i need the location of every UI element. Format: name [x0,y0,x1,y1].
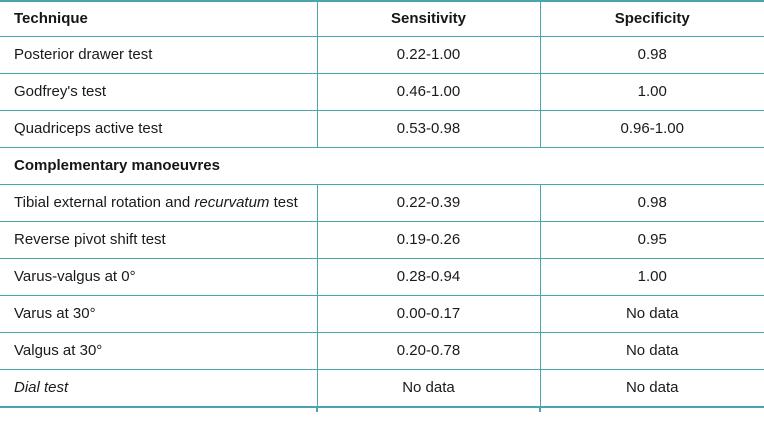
technique-text-segment: Godfrey's test [14,83,107,100]
technique-text-segment: test [269,194,298,211]
technique-cell: Tibial external rotation and recurvatum … [0,184,317,222]
column-divider-tick [539,408,541,412]
column-header-technique: Technique [0,1,317,37]
sensitivity-cell: 0.19-0.26 [316,221,540,259]
column-header-sensitivity: Sensitivity [316,1,540,37]
technique-text-segment: Varus-valgus at 0° [14,268,136,285]
technique-text-segment: Reverse pivot shift test [14,231,166,248]
diagnostic-table-container: Technique Sensitivity Specificity Poster… [0,0,764,412]
table-row: Varus at 30° 0.00-0.17 No data [0,295,764,333]
specificity-cell: 1.00 [539,73,764,111]
table-row: Tibial external rotation and recurvatum … [0,184,764,222]
section-header-cell: Complementary manoeuvres [0,147,764,185]
specificity-cell: No data [539,332,764,370]
technique-cell: Posterior drawer test [0,36,317,74]
technique-text-segment: Varus at 30° [14,305,96,322]
table-row: Dial test No data No data [0,369,764,408]
technique-cell: Varus at 30° [0,295,317,333]
section-header-row: Complementary manoeuvres [0,147,764,185]
technique-cell: Godfrey's test [0,73,317,111]
specificity-cell: 0.98 [539,184,764,222]
technique-text-segment: Tibial external rotation and [14,194,195,211]
technique-text-segment: Quadriceps active test [14,120,163,137]
diagnostic-accuracy-table: Technique Sensitivity Specificity Poster… [0,0,764,408]
technique-text-segment: Valgus at 30° [14,342,103,359]
specificity-cell: 0.96-1.00 [539,110,764,148]
technique-cell: Reverse pivot shift test [0,221,317,259]
table-header: Technique Sensitivity Specificity [0,1,764,37]
sensitivity-cell: 0.53-0.98 [316,110,540,148]
specificity-cell: 1.00 [539,258,764,296]
column-divider-tick [316,408,318,412]
specificity-cell: 0.98 [539,36,764,74]
specificity-cell: 0.95 [539,221,764,259]
technique-text-segment: Dial test [14,379,69,396]
sensitivity-cell: 0.20-0.78 [316,332,540,370]
technique-cell: Quadriceps active test [0,110,317,148]
table-body: Posterior drawer test 0.22-1.00 0.98 God… [0,36,764,408]
header-row: Technique Sensitivity Specificity [0,1,764,37]
column-header-specificity: Specificity [539,1,764,37]
technique-cell: Valgus at 30° [0,332,317,370]
table-row: Posterior drawer test 0.22-1.00 0.98 [0,36,764,74]
technique-cell: Dial test [0,369,317,408]
table-row: Varus-valgus at 0° 0.28-0.94 1.00 [0,258,764,296]
table-row: Valgus at 30° 0.20-0.78 No data [0,332,764,370]
table-row: Godfrey's test 0.46-1.00 1.00 [0,73,764,111]
specificity-cell: No data [539,369,764,408]
technique-text-segment: Posterior drawer test [14,46,153,63]
technique-text-segment: recurvatum [194,194,270,211]
sensitivity-cell: No data [316,369,540,408]
table-row: Reverse pivot shift test 0.19-0.26 0.95 [0,221,764,259]
sensitivity-cell: 0.22-1.00 [316,36,540,74]
sensitivity-cell: 0.46-1.00 [316,73,540,111]
sensitivity-cell: 0.22-0.39 [316,184,540,222]
table-row: Quadriceps active test 0.53-0.98 0.96-1.… [0,110,764,148]
specificity-cell: No data [539,295,764,333]
sensitivity-cell: 0.00-0.17 [316,295,540,333]
technique-cell: Varus-valgus at 0° [0,258,317,296]
sensitivity-cell: 0.28-0.94 [316,258,540,296]
